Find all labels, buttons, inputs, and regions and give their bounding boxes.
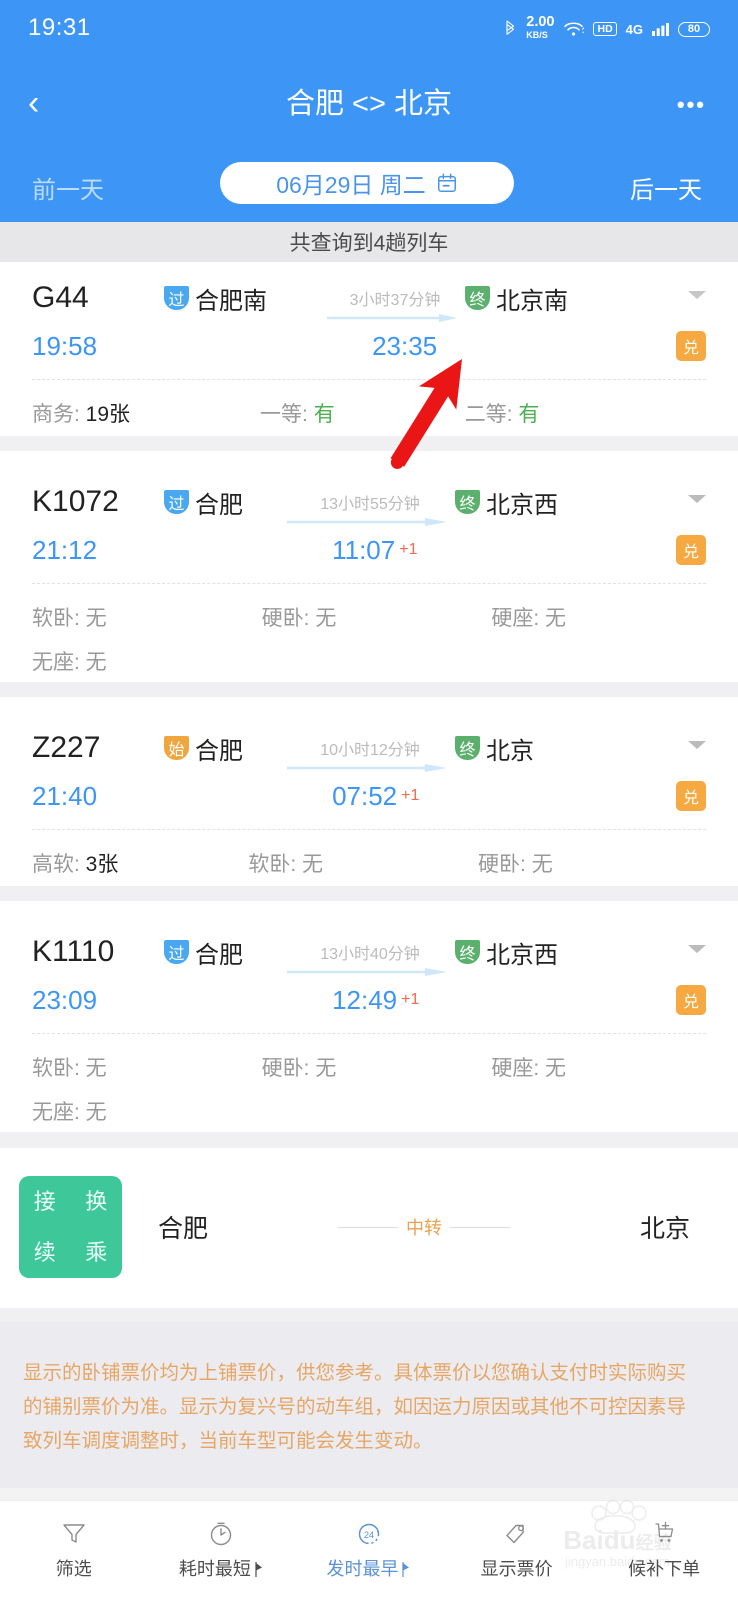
svg-text:24: 24 xyxy=(364,1530,374,1540)
